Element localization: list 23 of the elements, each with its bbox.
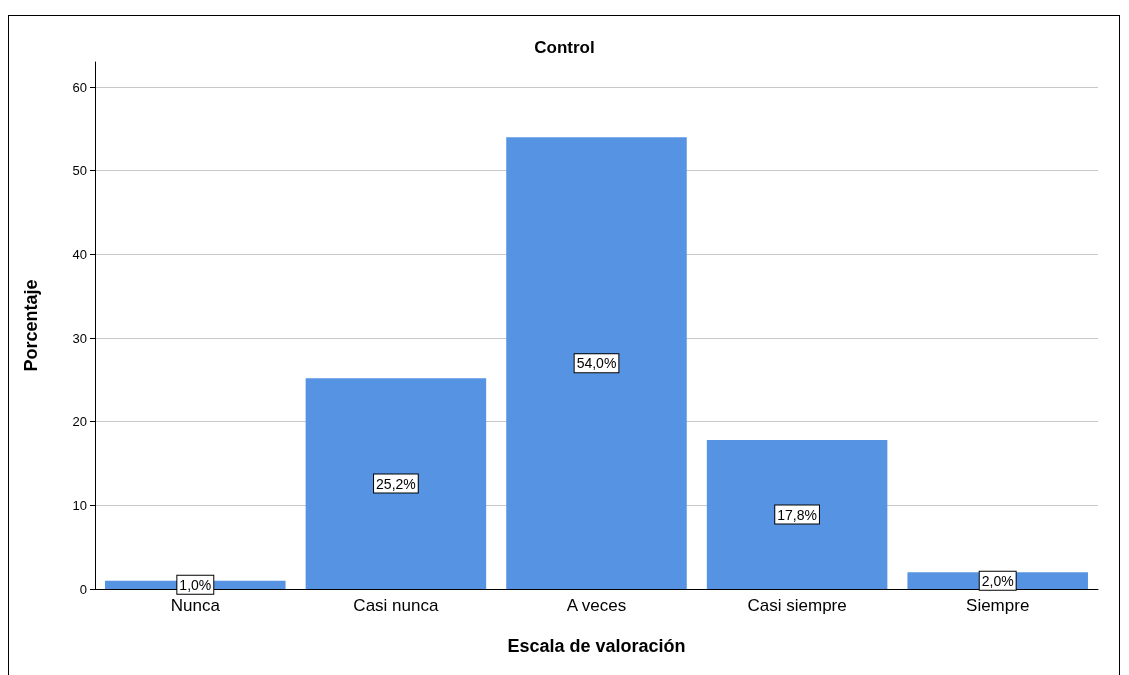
x-axis-title: Escala de valoración — [507, 636, 686, 656]
y-tick-label: 0 — [79, 581, 87, 597]
y-axis-title: Porcentaje — [21, 279, 41, 372]
y-tick-label: 10 — [72, 497, 87, 513]
y-tick-label: 30 — [72, 330, 87, 346]
y-tick-label: 40 — [72, 246, 87, 262]
chart-title: Control — [534, 38, 595, 57]
bar — [706, 440, 888, 589]
bar — [506, 137, 687, 589]
data-label: 2,0% — [981, 572, 1014, 589]
bar — [305, 378, 487, 589]
data-label: 17,8% — [777, 506, 817, 523]
x-tick-label: Casi siempre — [747, 596, 847, 615]
x-tick-label: Nunca — [170, 596, 221, 615]
x-tick-label: Casi nunca — [353, 596, 439, 615]
x-tick-label: A veces — [566, 596, 627, 615]
data-label: 1,0% — [179, 576, 212, 593]
data-label: 54,0% — [576, 355, 617, 372]
y-tick-label: 60 — [72, 79, 87, 95]
x-tick-label: Siempre — [966, 596, 1030, 615]
y-tick-label: 50 — [72, 163, 87, 179]
data-label: 25,2% — [376, 475, 416, 492]
y-tick-label: 20 — [72, 414, 87, 430]
